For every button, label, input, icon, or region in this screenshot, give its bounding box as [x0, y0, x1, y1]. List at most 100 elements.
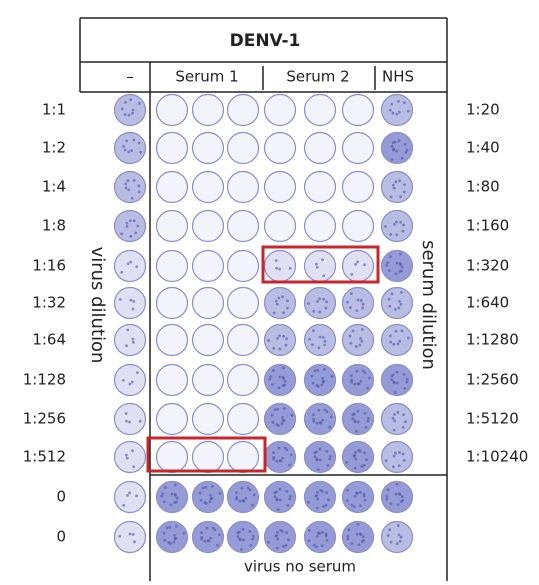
well-speck	[274, 490, 278, 494]
well	[191, 480, 225, 514]
well-speck	[289, 453, 293, 457]
well-speck	[350, 272, 354, 276]
well-speck	[182, 531, 186, 535]
well-speck	[361, 535, 365, 539]
well-speck	[359, 491, 362, 494]
well-speck	[392, 342, 396, 346]
well-speck	[132, 465, 136, 469]
well-speck	[201, 486, 205, 490]
well-speck	[398, 299, 401, 303]
well-speck	[131, 307, 135, 311]
well-speck	[288, 463, 292, 467]
well-speck	[125, 225, 129, 228]
well-speck	[276, 407, 280, 411]
well-speck	[356, 523, 360, 526]
well	[113, 363, 147, 397]
well	[226, 323, 260, 357]
well-speck	[398, 339, 402, 343]
well-speck	[270, 413, 274, 417]
well-speck	[315, 534, 319, 538]
well	[263, 93, 297, 127]
well-speck	[356, 298, 360, 302]
well-speck	[242, 538, 245, 542]
well-speck	[272, 455, 276, 459]
well-speck	[281, 419, 285, 423]
well-speck	[322, 504, 326, 508]
well-speck	[395, 220, 398, 224]
well-speck	[315, 384, 319, 387]
well-speck	[311, 329, 315, 332]
row-label: 0	[56, 528, 66, 546]
well-speck	[398, 539, 402, 543]
well-speck	[400, 265, 404, 269]
well-speck	[173, 537, 177, 541]
well-speck	[396, 503, 400, 507]
well-speck	[310, 343, 314, 347]
well-speck	[315, 421, 319, 425]
well-speck	[400, 156, 404, 160]
well-speck	[360, 339, 364, 343]
well-speck	[275, 459, 279, 463]
row-label: 1:128	[23, 371, 66, 389]
well-speck	[137, 190, 141, 194]
well-speck	[270, 383, 274, 387]
well-speck	[354, 457, 358, 461]
well-speck	[276, 508, 280, 511]
well-speck	[315, 506, 319, 510]
well-speck	[137, 101, 141, 105]
well-speck	[131, 337, 135, 341]
well-speck	[209, 536, 213, 540]
well-speck	[352, 505, 356, 509]
well-speck	[391, 465, 395, 469]
well-speck	[313, 455, 317, 459]
well-speck	[393, 391, 397, 394]
well-speck	[128, 491, 131, 495]
well-speck	[124, 453, 128, 457]
well	[226, 402, 260, 436]
well	[263, 286, 297, 320]
well-speck	[288, 497, 292, 501]
well-speck	[322, 367, 326, 371]
well-speck	[346, 537, 350, 541]
well-speck	[325, 300, 328, 304]
well-speck	[278, 487, 282, 491]
right-axis-label: serum dilution	[418, 240, 439, 370]
well-speck	[120, 270, 124, 274]
column-header: –	[126, 68, 134, 86]
well-speck	[346, 535, 350, 538]
well-speck	[395, 149, 398, 153]
well-speck	[200, 535, 204, 539]
well-speck	[131, 449, 134, 453]
well-speck	[366, 416, 370, 420]
well	[226, 440, 260, 474]
well-speck	[395, 483, 399, 486]
well-speck	[398, 493, 402, 497]
well-speck	[312, 543, 316, 547]
well	[380, 402, 414, 436]
well-speck	[131, 340, 135, 344]
well-speck	[132, 219, 136, 223]
well-speck	[394, 492, 398, 496]
well-speck	[163, 486, 167, 489]
well-speck	[397, 533, 401, 537]
well	[303, 249, 337, 283]
well-speck	[307, 539, 311, 543]
well-speck	[284, 543, 288, 547]
well-speck	[124, 412, 128, 415]
well-speck	[318, 447, 322, 451]
well-speck	[128, 382, 132, 386]
well	[191, 93, 225, 127]
well-speck	[403, 386, 407, 390]
row-label: 0	[56, 488, 66, 506]
well-speck	[318, 421, 322, 425]
well-speck	[363, 498, 367, 502]
well-speck	[244, 496, 248, 500]
well	[113, 249, 147, 283]
well	[191, 209, 225, 243]
well-speck	[175, 496, 179, 500]
well	[303, 170, 337, 204]
well-speck	[318, 531, 321, 535]
well-speck	[318, 335, 322, 339]
well-speck	[327, 498, 330, 502]
well-speck	[131, 533, 135, 536]
